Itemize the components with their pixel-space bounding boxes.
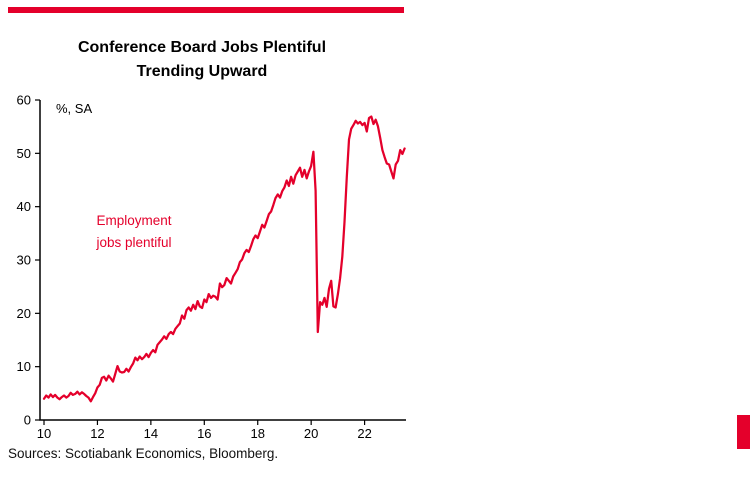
series-annotation-line-1: Employment [96, 213, 172, 228]
axes [39, 100, 406, 421]
x-tick-label: 14 [144, 426, 158, 441]
x-tick-label: 20 [304, 426, 318, 441]
y-tick-label: 20 [17, 306, 31, 321]
chart-title-line-1: Conference Board Jobs Plentiful [77, 39, 327, 56]
chart-title: Conference Board Jobs Plentiful Trending… [0, 36, 404, 84]
y-tick-label: 40 [17, 199, 31, 214]
y-tick-label: 60 [17, 93, 31, 108]
jobs-plentiful-line [42, 115, 406, 403]
y-tick-label: 0 [24, 413, 31, 428]
adjacent-chart-fragment [737, 415, 750, 449]
y-tick-label: 50 [17, 146, 31, 161]
series-annotation-line-2: jobs plentiful [96, 235, 172, 250]
sources-text: Sources: Scotiabank Economics, Bloomberg… [8, 446, 279, 461]
chart-title-line-2: Trending Upward [136, 63, 268, 80]
x-tick-label: 10 [37, 426, 51, 441]
x-tick-label: 18 [250, 426, 264, 441]
y-tick-label: 30 [17, 253, 31, 268]
chart-panel: Conference Board Jobs Plentiful Trending… [0, 7, 406, 461]
x-tick-label: 22 [357, 426, 371, 441]
x-tick-label: 16 [197, 426, 211, 441]
chart-top-accent-bar [8, 7, 404, 13]
x-tick-label: 12 [90, 426, 104, 441]
y-axis-unit-label: %, SA [56, 101, 93, 116]
y-tick-label: 10 [17, 359, 31, 374]
series-annotation: Employment jobs plentiful [70, 210, 198, 254]
